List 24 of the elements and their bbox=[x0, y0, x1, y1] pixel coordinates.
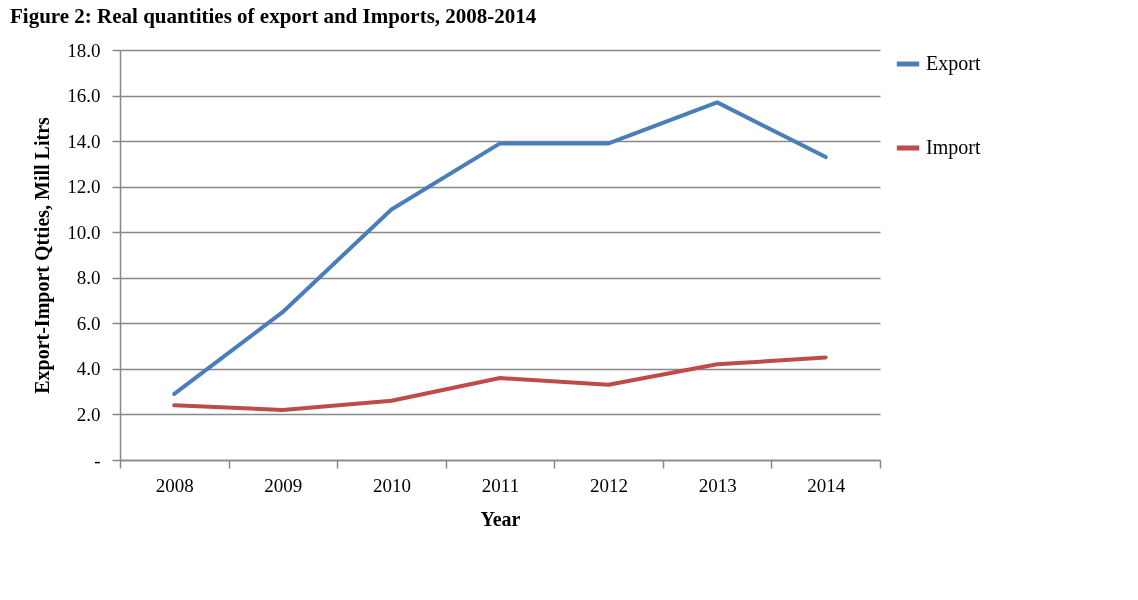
y-tick-label: 18.0 bbox=[67, 39, 101, 61]
y-tick-label: 12.0 bbox=[67, 176, 101, 198]
x-tick-label: 2013 bbox=[698, 474, 737, 496]
y-tick-label: 16.0 bbox=[67, 85, 101, 107]
y-tick-label: 14.0 bbox=[67, 130, 101, 152]
legend-label: Import bbox=[926, 136, 981, 159]
legend-label: Export bbox=[926, 52, 981, 75]
chart-title: Figure 2: Real quantities of export and Imports, 2008-2014 bbox=[10, 4, 537, 28]
y-tick-label: - bbox=[94, 449, 101, 471]
x-tick-label: 2014 bbox=[807, 474, 846, 496]
y-tick-label: 10.0 bbox=[67, 221, 101, 243]
x-axis-title: Year bbox=[480, 507, 521, 530]
y-tick-label: 8.0 bbox=[76, 267, 101, 289]
y-tick-label: 2.0 bbox=[76, 403, 101, 425]
x-tick-label: 2008 bbox=[155, 474, 194, 496]
x-tick-label: 2009 bbox=[264, 474, 303, 496]
x-tick-label: 2012 bbox=[590, 474, 629, 496]
x-tick-label: 2011 bbox=[481, 474, 520, 496]
line-series bbox=[172, 100, 828, 396]
y-tick-label: 4.0 bbox=[76, 358, 101, 380]
line-series bbox=[172, 355, 828, 412]
y-axis-title: Export-Import Qtties, Mill Litrs bbox=[31, 116, 55, 394]
y-tick-label: 6.0 bbox=[76, 312, 101, 334]
x-tick-label: 2010 bbox=[372, 474, 411, 496]
